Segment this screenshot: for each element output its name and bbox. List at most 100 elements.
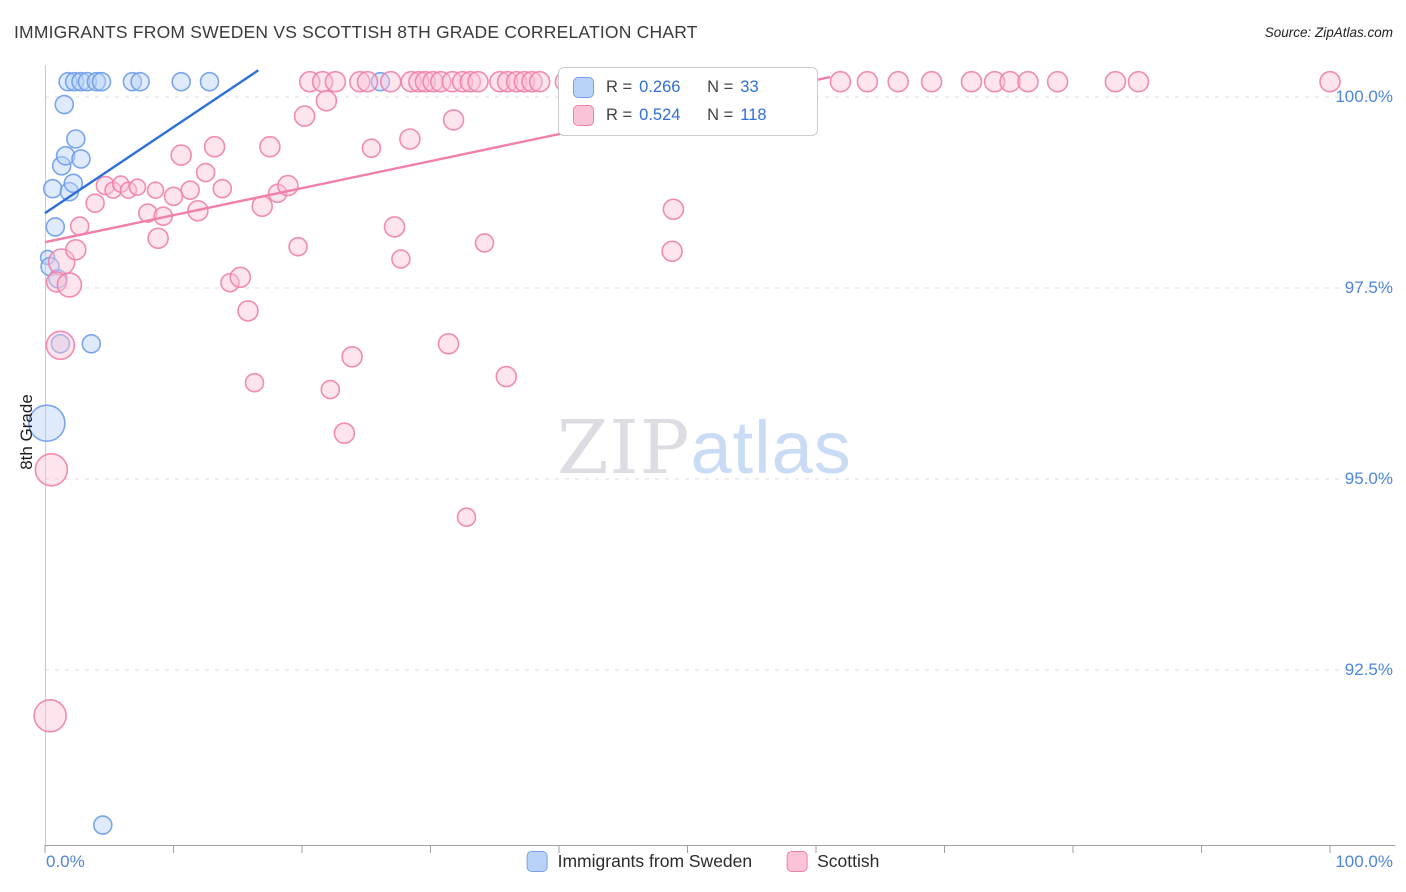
scatter-point-scottish (293, 105, 316, 127)
scatter-point-sweden (55, 146, 76, 166)
scatter-point-scottish (920, 70, 943, 93)
scottish-swatch (573, 105, 594, 126)
scatter-point-scottish (459, 70, 482, 93)
scatter-point-scottish (661, 240, 683, 263)
r-value: 0.524 (639, 106, 681, 124)
scatter-point-sweden (28, 404, 66, 443)
scatter-point-sweden (45, 217, 66, 237)
scatter-point-scottish (528, 70, 551, 93)
scatter-point-sweden (81, 333, 102, 354)
scatter-point-scottish (983, 70, 1006, 93)
scottish-swatch (786, 851, 808, 872)
scatter-point-scottish (333, 422, 356, 445)
scatter-point-scottish (495, 365, 518, 388)
scatter-point-scottish (456, 507, 477, 528)
scatter-point-scottish (1319, 70, 1341, 93)
scatter-point-scottish (399, 128, 421, 150)
scatter-point-scottish (128, 178, 147, 196)
y-axis-tick-label: 95.0% (1344, 469, 1393, 488)
scatter-point-sweden (71, 149, 91, 169)
scatter-point-scottish (33, 698, 67, 733)
scatter-point-scottish (34, 452, 69, 487)
scatter-point-scottish (237, 300, 259, 322)
scatter-point-scottish (163, 186, 184, 207)
scatter-point-scottish (662, 198, 685, 221)
scatter-point-scottish (383, 216, 406, 238)
source-attribution: Source: ZipAtlas.com (1264, 25, 1393, 40)
scatter-point-scottish (85, 193, 105, 213)
scatter-point-scottish (505, 70, 528, 93)
scatter-point-scottish (379, 70, 402, 93)
scatter-point-scottish (414, 70, 437, 93)
scatter-point-scottish (521, 70, 543, 93)
scatter-point-sweden (42, 178, 63, 199)
scatter-point-scottish (887, 70, 910, 93)
scatter-point-scottish (1017, 70, 1039, 93)
scatter-point-scottish (203, 135, 226, 158)
scatter-point-sweden (51, 156, 72, 176)
scatter-point-scottish (244, 372, 265, 393)
scatter-point-scottish (999, 70, 1021, 93)
scatter-point-scottish (220, 272, 240, 293)
r-label: R = (606, 78, 633, 96)
scatter-point-scottish (95, 175, 116, 196)
scatter-point-sweden (171, 71, 191, 92)
scatter-point-scottish (474, 233, 495, 253)
scatter-point-scottish (496, 70, 519, 93)
scatter-point-sweden (86, 71, 107, 92)
scatter-point-scottish (45, 271, 68, 293)
scatter-point-scottish (195, 162, 216, 183)
correlation-stats-legend: R = 0.266 N = 33 R = 0.524 N = 118 (558, 67, 818, 136)
x-axis-min-label: 0.0% (46, 852, 85, 871)
scatter-point-scottish (180, 180, 200, 200)
y-axis-tick-label: 100.0% (1335, 87, 1393, 106)
scatter-point-scottish (348, 70, 371, 93)
scatter-point-sweden (50, 333, 71, 354)
scatter-point-scottish (856, 70, 879, 93)
legend-row-scottish: R = 0.524 N = 118 (573, 105, 803, 126)
scatter-point-scottish (251, 195, 274, 218)
scatter-point-scottish (513, 70, 536, 93)
scatter-point-scottish (146, 181, 165, 199)
legend-label: Immigrants from Sweden (557, 851, 753, 871)
legend-item-scottish: Scottish (786, 851, 879, 872)
scatter-point-scottish (829, 70, 852, 93)
scatter-point-scottish (212, 178, 233, 199)
n-label: N = (707, 106, 734, 124)
scatter-point-scottish (429, 70, 452, 93)
scatter-point-scottish (170, 144, 192, 166)
scatter-point-sweden (199, 71, 220, 92)
legend-item-sweden: Immigrants from Sweden (526, 851, 753, 872)
scatter-point-scottish (315, 90, 338, 112)
scatter-point-scottish (1104, 70, 1127, 93)
scatter-point-sweden (91, 71, 112, 92)
legend-label: Scottish (817, 851, 880, 871)
scatter-point-scottish (467, 70, 489, 93)
n-label: N = (707, 78, 734, 96)
x-axis-max-label: 100.0% (1335, 852, 1393, 871)
n-value: 33 (740, 78, 759, 96)
y-axis-tick-label: 97.5% (1344, 278, 1393, 297)
scatter-point-scottish (489, 70, 511, 93)
scatter-point-scottish (65, 239, 87, 261)
scatter-point-scottish (138, 203, 158, 223)
scatter-point-sweden (122, 71, 143, 92)
scatter-point-scottish (391, 249, 411, 269)
series-legend: Immigrants from Sweden Scottish (526, 851, 879, 872)
scatter-point-scottish (56, 272, 83, 298)
scatter-point-scottish (1127, 70, 1150, 93)
scatter-point-scottish (229, 266, 252, 289)
scatter-point-scottish (356, 70, 379, 93)
scatter-point-scottish (147, 227, 169, 250)
scatter-point-scottish (288, 236, 308, 257)
y-axis-tick-label: 92.5% (1344, 660, 1393, 679)
scatter-point-sweden (54, 94, 75, 115)
scatter-point-sweden (130, 71, 150, 92)
scatter-point-scottish (1046, 70, 1069, 93)
n-value: 118 (740, 106, 767, 124)
trend-line-sweden (44, 69, 259, 215)
r-label: R = (606, 106, 633, 124)
scatter-point-sweden (93, 815, 113, 835)
page-title: IMMIGRANTS FROM SWEDEN VS SCOTTISH 8TH G… (14, 22, 698, 42)
